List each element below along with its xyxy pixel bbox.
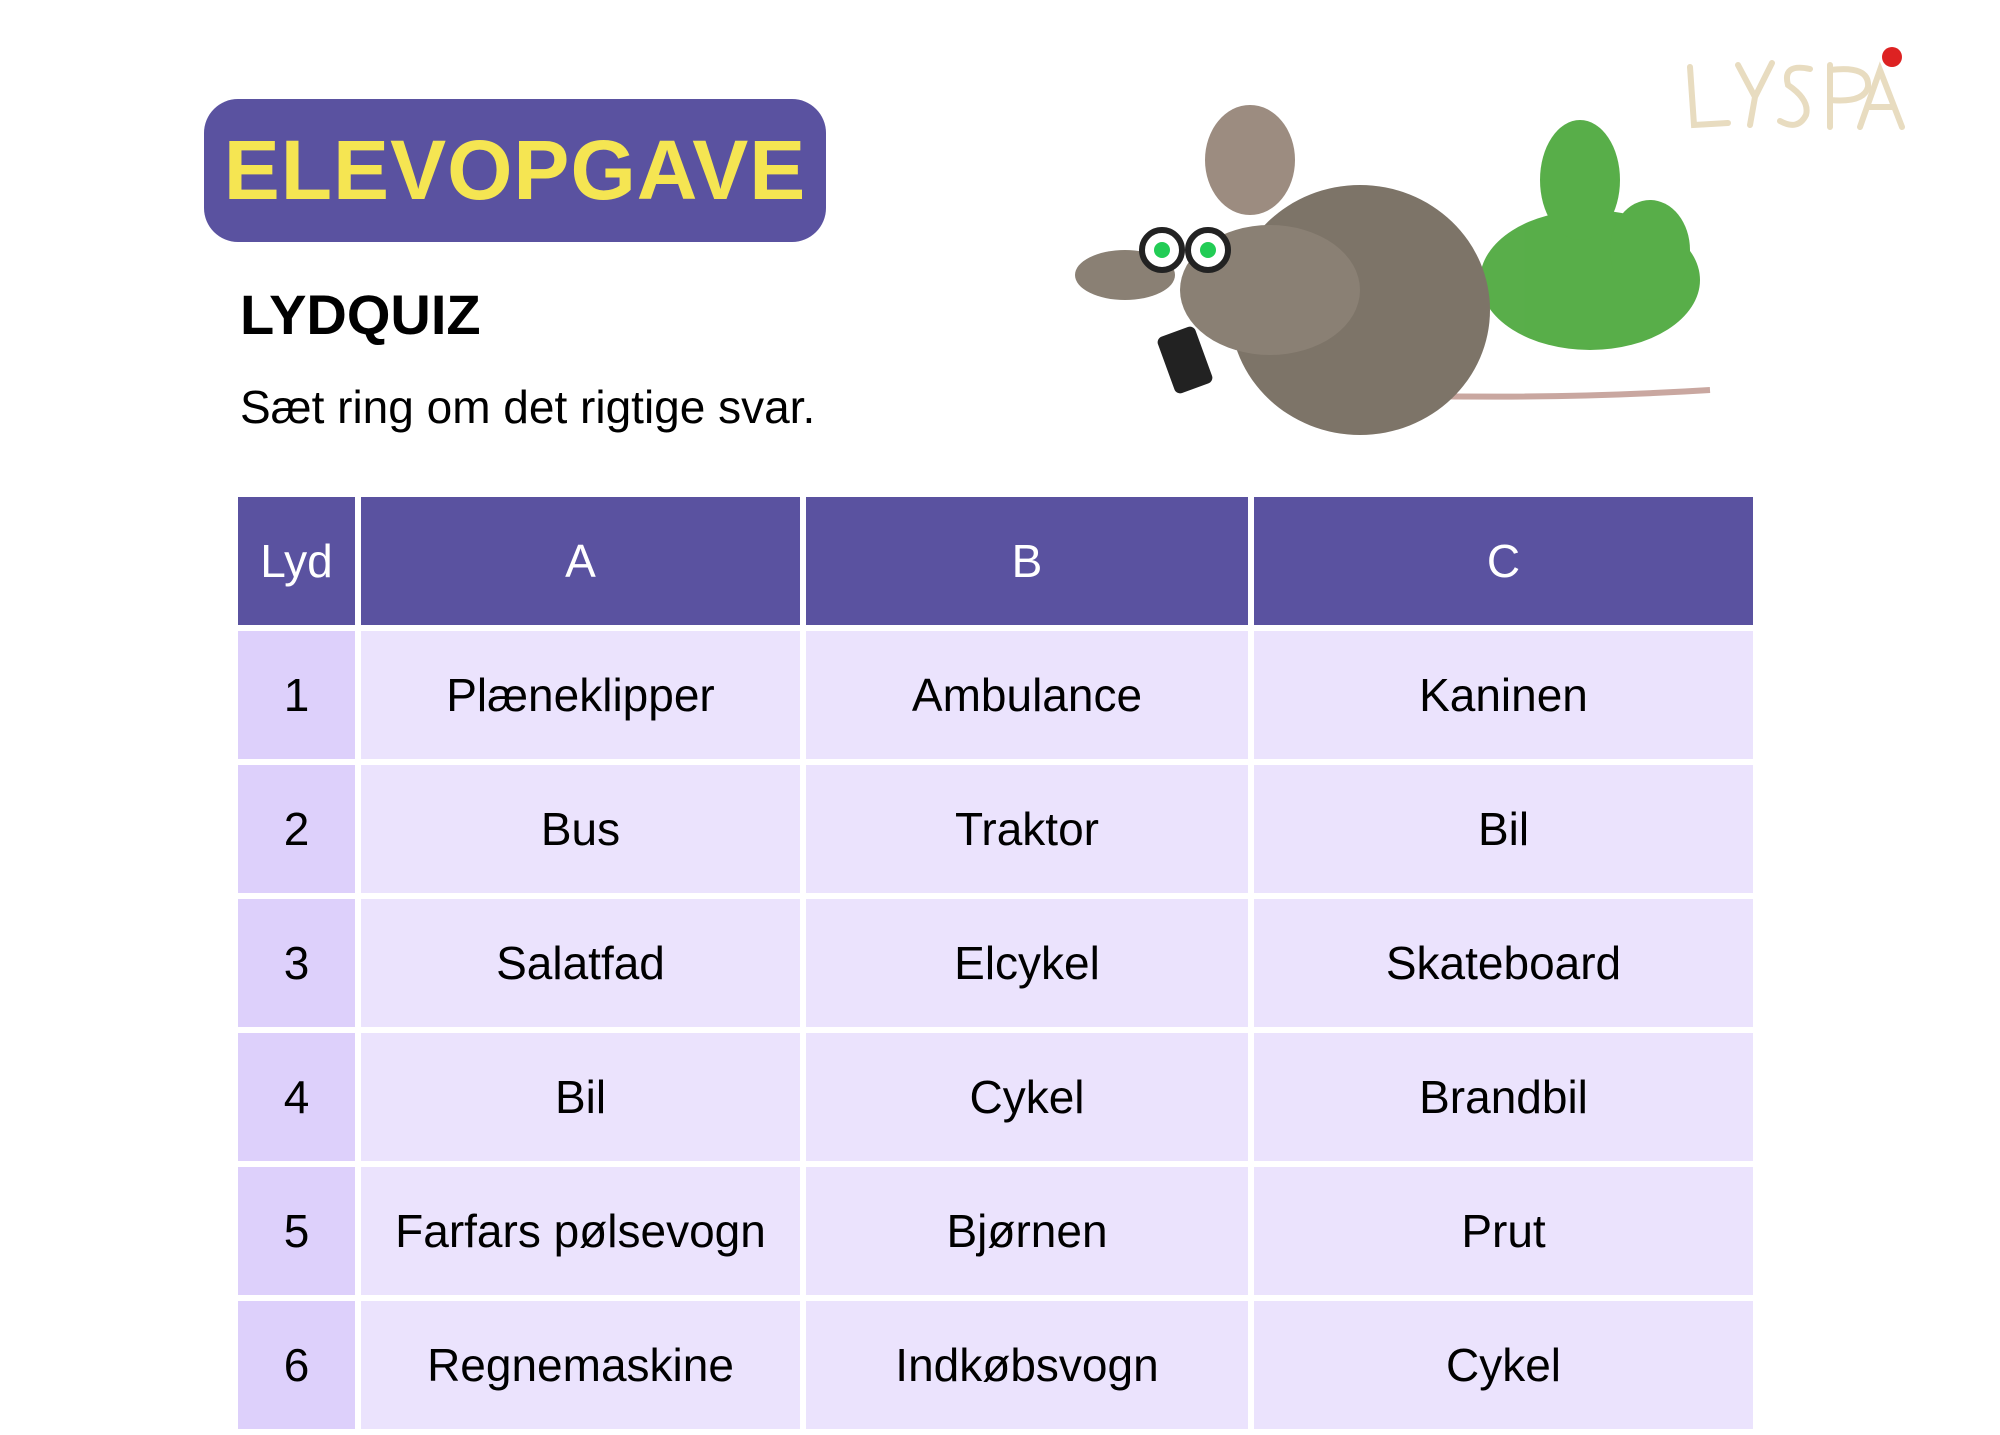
table-row: 2 Bus Traktor Bil [238, 765, 1753, 893]
answer-option-b[interactable]: Ambulance [806, 631, 1248, 759]
sound-number-cell: 4 [238, 1033, 355, 1161]
answer-option-b[interactable]: Indkøbsvogn [806, 1301, 1248, 1429]
sound-number-cell: 1 [238, 631, 355, 759]
lys-pa-logo [1687, 47, 1905, 130]
quiz-table: Lyd A B C 1 Plæneklipper Ambulance Kaninen 2… [232, 491, 1759, 1435]
elevopgave-badge: ELEVOPGAVE [204, 99, 826, 242]
answer-option-b[interactable]: Traktor [806, 765, 1248, 893]
table-row: 5 Farfars pølsevogn Bjørnen Prut [238, 1167, 1753, 1295]
answer-option-a[interactable]: Plæneklipper [361, 631, 800, 759]
answer-option-c[interactable]: Bil [1254, 765, 1753, 893]
answer-option-c[interactable]: Brandbil [1254, 1033, 1753, 1161]
answer-option-c[interactable]: Kaninen [1254, 631, 1753, 759]
answer-option-c[interactable]: Prut [1254, 1167, 1753, 1295]
sound-number-cell: 3 [238, 899, 355, 1027]
page-title: LYDQUIZ [240, 283, 481, 346]
mouse-illustration [1075, 105, 1711, 435]
answer-option-a[interactable]: Bil [361, 1033, 800, 1161]
table-row: 1 Plæneklipper Ambulance Kaninen [238, 631, 1753, 759]
header-c: C [1254, 497, 1753, 625]
answer-option-a[interactable]: Farfars pølsevogn [361, 1167, 800, 1295]
sound-number-cell: 2 [238, 765, 355, 893]
green-cloud [1480, 120, 1700, 350]
answer-option-a[interactable]: Regnemaskine [361, 1301, 800, 1429]
table-row: 3 Salatfad Elcykel Skateboard [238, 899, 1753, 1027]
badge-text: ELEVOPGAVE [223, 123, 807, 217]
sound-number-cell: 5 [238, 1167, 355, 1295]
answer-option-a[interactable]: Salatfad [361, 899, 800, 1027]
table-row: 6 Regnemaskine Indkøbsvogn Cykel [238, 1301, 1753, 1429]
header-lyd: Lyd [238, 497, 355, 625]
answer-option-c[interactable]: Skateboard [1254, 899, 1753, 1027]
table-row: 4 Bil Cykel Brandbil [238, 1033, 1753, 1161]
table-header-row: Lyd A B C [238, 497, 1753, 625]
answer-option-b[interactable]: Cykel [806, 1033, 1248, 1161]
answer-option-b[interactable]: Elcykel [806, 899, 1248, 1027]
header-a: A [361, 497, 800, 625]
answer-option-b[interactable]: Bjørnen [806, 1167, 1248, 1295]
answer-option-c[interactable]: Cykel [1254, 1301, 1753, 1429]
instruction-text: Sæt ring om det rigtige svar. [240, 381, 816, 433]
sound-number-cell: 6 [238, 1301, 355, 1429]
header-b: B [806, 497, 1248, 625]
answer-option-a[interactable]: Bus [361, 765, 800, 893]
